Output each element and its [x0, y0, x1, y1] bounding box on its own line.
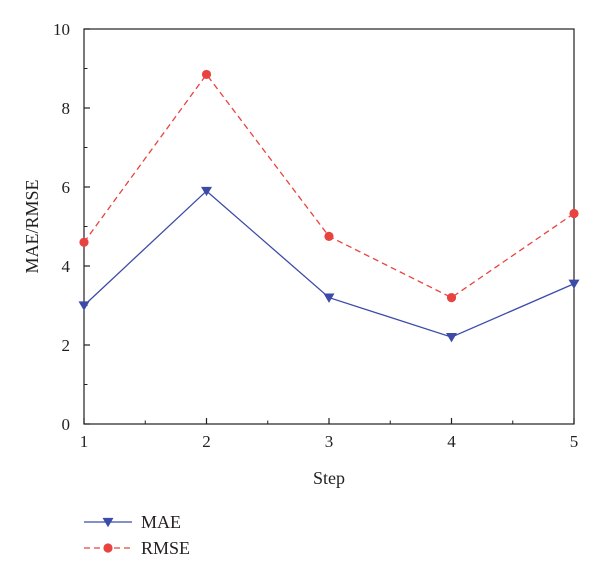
- x-tick-label: 4: [447, 432, 456, 451]
- data-point-mae: [323, 293, 335, 303]
- data-point-rmse: [201, 69, 212, 80]
- x-axis-label: Step: [313, 468, 345, 488]
- data-point-rmse: [324, 231, 334, 241]
- y-tick-label: 6: [62, 178, 71, 197]
- y-tick-label: 2: [62, 336, 71, 355]
- x-tick-label: 3: [325, 432, 334, 451]
- data-point-mae: [201, 186, 212, 197]
- legend-marker-rmse: [103, 543, 113, 553]
- data-point-mae: [568, 279, 580, 289]
- legend-marker-mae: [102, 517, 114, 528]
- series-mae: [78, 186, 580, 343]
- series-line-rmse: [83, 73, 575, 299]
- data-point-rmse: [79, 237, 89, 247]
- legend-item-mae: MAE: [84, 512, 181, 532]
- legend-label-rmse: RMSE: [141, 538, 190, 558]
- data-point-rmse: [446, 293, 457, 303]
- data-point-mae: [78, 301, 90, 311]
- x-tick-label: 2: [202, 432, 211, 451]
- y-tick-label: 10: [53, 20, 70, 39]
- y-tick-label: 8: [62, 99, 71, 118]
- x-tick-label: 1: [80, 432, 89, 451]
- plot-area-border: [83, 28, 575, 425]
- series-layer: [78, 69, 580, 343]
- series-line-mae: [83, 190, 575, 338]
- legend-label-mae: MAE: [141, 512, 181, 532]
- plot-frame: [83, 28, 575, 425]
- y-axis-label: MAE/RMSE: [22, 179, 42, 273]
- y-tick-label: 0: [62, 415, 71, 434]
- x-tick-label: 5: [570, 432, 579, 451]
- series-rmse: [79, 69, 579, 303]
- x-axis-ticks: 1 2 3 4 5: [80, 418, 579, 451]
- data-point-mae: [446, 332, 457, 343]
- data-point-rmse: [569, 208, 579, 219]
- y-tick-label: 4: [62, 257, 71, 276]
- legend-item-rmse: RMSE: [84, 538, 190, 558]
- legend: MAE RMSE: [84, 512, 190, 558]
